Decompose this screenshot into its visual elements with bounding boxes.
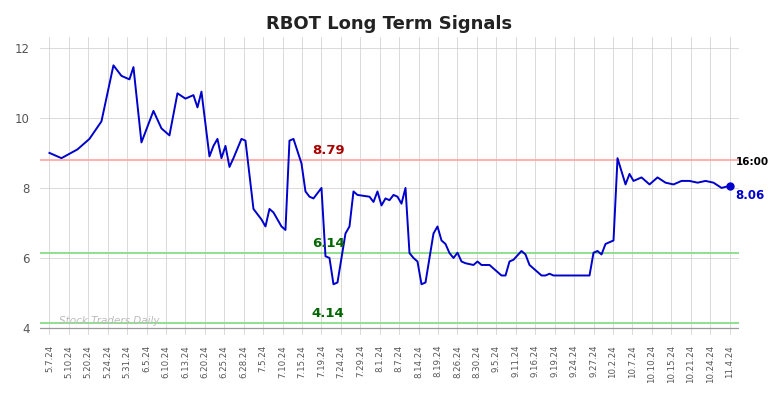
Text: 16:00: 16:00 [735, 157, 768, 167]
Text: 4.14: 4.14 [312, 307, 344, 320]
Text: 6.14: 6.14 [312, 236, 344, 250]
Text: 8.06: 8.06 [735, 189, 764, 202]
Text: 8.79: 8.79 [312, 144, 344, 157]
Title: RBOT Long Term Signals: RBOT Long Term Signals [267, 15, 513, 33]
Text: Stock Traders Daily: Stock Traders Daily [59, 316, 160, 326]
